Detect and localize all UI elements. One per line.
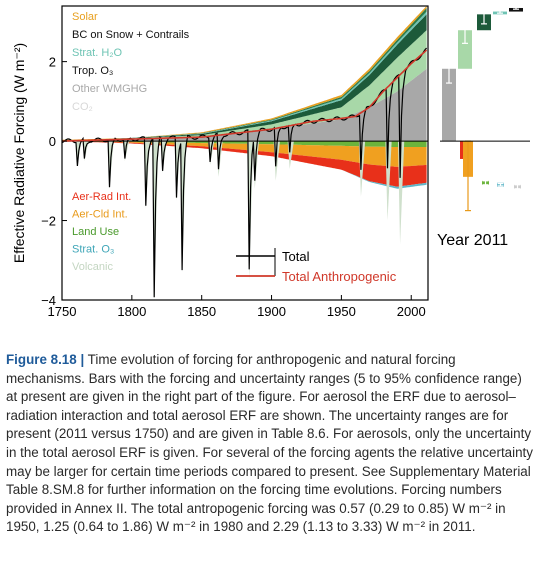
year-2011-bars: [440, 5, 530, 212]
x-tick-label-3: 1900: [257, 304, 286, 319]
x-tick-label-2: 1850: [187, 304, 216, 319]
negative-legend: Aer-Rad Int. Aer-Cld Int. Land Use Strat. O…: [72, 191, 131, 273]
x-tick-label-0: 1750: [48, 304, 77, 319]
x-tick-label-4: 1950: [327, 304, 356, 319]
positive-legend: Solar BC on Snow + Contrails Strat. H₂O Tro…: [72, 11, 190, 113]
time-series-plot: 1750 1800 1850 1900 1950 2000 −4 −2 0 2 Solar BC o…: [11, 5, 429, 319]
legend-item-4: Other WMGHG: [72, 83, 147, 95]
legend-neg-item-4: Volcanic: [72, 261, 113, 273]
area-pos-0: [62, 68, 427, 142]
legend-neg-item-2: Land Use: [72, 226, 119, 238]
caption-separator: |: [80, 352, 85, 367]
legend-neg-item-1: Aer-Cld Int.: [72, 209, 128, 221]
legend-item-2: Strat. H₂O: [72, 47, 123, 59]
plot-frame: [61, 5, 429, 301]
area-neg-2: [62, 141, 427, 187]
y-axis-label: Effective Radiative Forcing (W m⁻²): [11, 43, 27, 263]
area-neg-1: [62, 141, 427, 167]
legend-anthro-label: Total Anthropogenic: [282, 269, 397, 284]
legend-total-label: Total: [282, 249, 310, 264]
legend-item-5: CO₂: [72, 101, 93, 113]
forcing-figure: 1750 1800 1850 1900 1950 2000 −4 −2 0 2 Solar BC o…: [11, 5, 530, 319]
bar-1: [458, 30, 472, 69]
y-tick-label-0: −4: [41, 293, 56, 308]
total-anthropogenic-line: [61, 49, 428, 142]
y-tick-label-1: −2: [41, 214, 56, 229]
x-tick-label-5: 2000: [397, 304, 426, 319]
bars-label: Year 2011: [437, 232, 508, 249]
line-legend: Total Total Anthropogenic: [236, 248, 397, 284]
y-tick-label-3: 2: [49, 55, 56, 70]
axis-ticks: 1750 1800 1850 1900 1950 2000 −4 −2 0 2: [41, 55, 426, 319]
y-tick-label-2: 0: [49, 134, 56, 149]
caption-label: Figure 8.18: [6, 352, 77, 367]
x-tick-label-1: 1800: [117, 304, 146, 319]
legend-item-0: Solar: [72, 11, 98, 23]
legend-neg-item-3: Strat. O₃: [72, 244, 114, 256]
legend-neg-item-0: Aer-Rad Int.: [72, 191, 131, 203]
caption-text: Time evolution of forcing for anthropoge…: [6, 352, 533, 535]
legend-item-1: BC on Snow + Contrails: [72, 29, 190, 41]
forcing-areas: [62, 6, 427, 189]
figure-caption: Figure 8.18 | Time evolution of forcing …: [6, 351, 536, 537]
legend-item-3: Trop. O₃: [72, 65, 113, 77]
bar-0: [442, 68, 456, 142]
area-neg-0: [62, 141, 427, 147]
area-pos-1: [62, 30, 427, 142]
